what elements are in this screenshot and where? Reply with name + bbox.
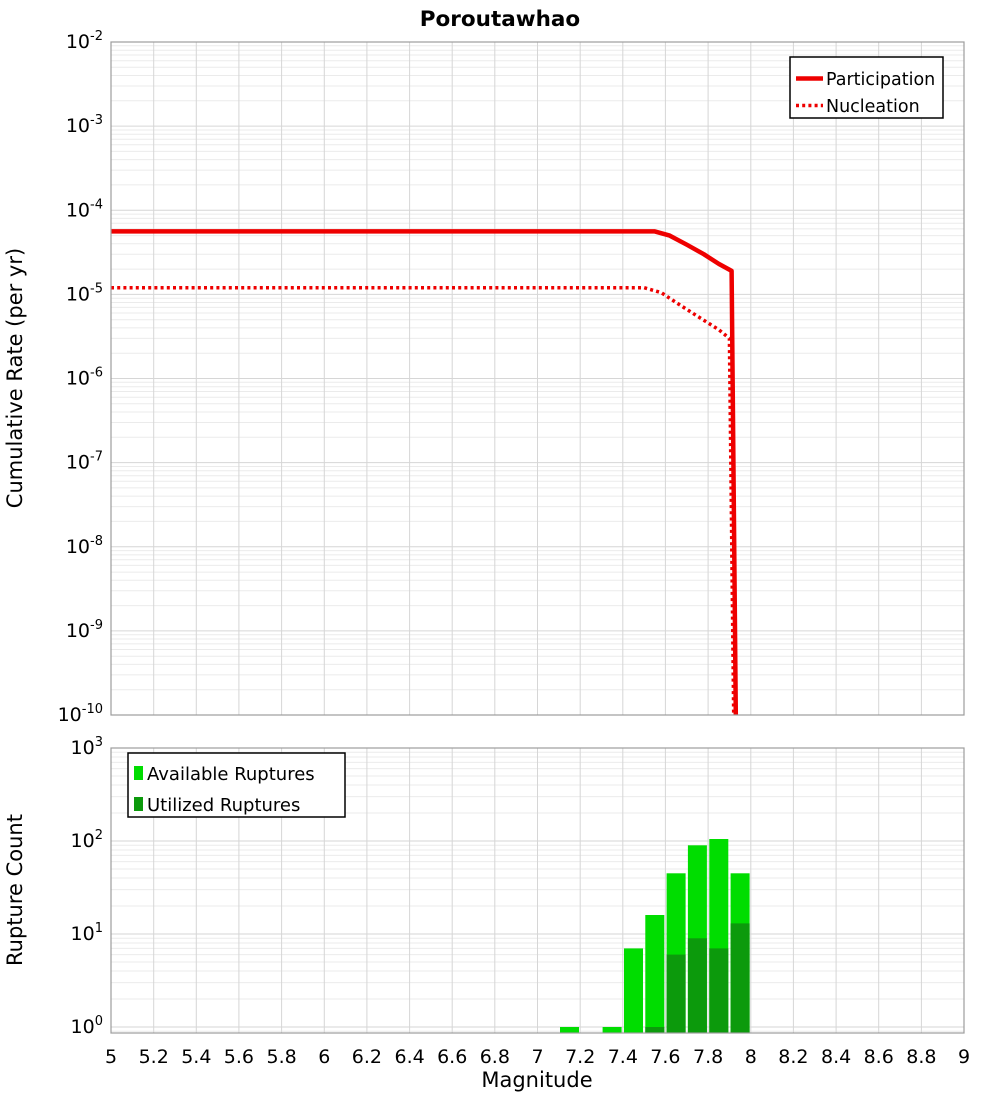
x-tick-label: 8.8 bbox=[906, 1046, 936, 1068]
x-tick-label: 6.4 bbox=[394, 1046, 424, 1068]
y-tick-label: 10-8 bbox=[66, 534, 103, 558]
utilized-ruptures-bar bbox=[645, 1027, 665, 1033]
y-tick-label: 10-10 bbox=[58, 702, 103, 726]
legend-upper-box bbox=[789, 56, 944, 119]
x-tick-label: 9 bbox=[958, 1046, 970, 1068]
x-tick-label: 5.8 bbox=[266, 1046, 296, 1068]
chart-title: Poroutawhao bbox=[420, 7, 580, 32]
upper-panel-frame bbox=[110, 41, 965, 716]
utilized-ruptures-legend-label: Utilized Ruptures bbox=[147, 795, 300, 816]
y-tick-label: 103 bbox=[71, 735, 103, 759]
available-ruptures-bar bbox=[645, 915, 665, 1033]
y-tick-label: 102 bbox=[71, 828, 103, 852]
y-tick-label: 10-6 bbox=[66, 366, 103, 390]
available-ruptures-legend-label: Available Ruptures bbox=[147, 764, 315, 785]
lower-y-axis-label: Rupture Count bbox=[3, 814, 27, 966]
utilized-ruptures-bar bbox=[730, 923, 750, 1033]
nucleation-legend-label: Nucleation bbox=[826, 97, 920, 117]
legend-upper: Participation Nucleation bbox=[789, 56, 944, 119]
utilized-ruptures-bar bbox=[687, 938, 707, 1033]
x-tick-label: 5.2 bbox=[139, 1046, 169, 1068]
utilized-ruptures-bar bbox=[666, 954, 686, 1033]
upper-panel bbox=[110, 41, 965, 716]
y-tick-label: 10-2 bbox=[66, 29, 103, 53]
y-tick-label: 10-7 bbox=[66, 450, 103, 474]
participation-legend-label: Participation bbox=[826, 70, 935, 90]
x-tick-label: 7.4 bbox=[608, 1046, 638, 1068]
lower-panel-frame bbox=[110, 747, 965, 1034]
y-tick-label: 10-5 bbox=[66, 281, 103, 305]
x-tick-label: 5.4 bbox=[181, 1046, 211, 1068]
available-ruptures-legend-swatch bbox=[134, 766, 143, 780]
utilized-ruptures-legend-swatch bbox=[134, 797, 143, 811]
upper-y-axis-label: Cumulative Rate (per yr) bbox=[3, 248, 27, 508]
axis-tick-labels: 5 5.2 5.4 5.6 5.8 6 6.2 6.4 6.6 6.8 7 7.2 7.4 7.6 7.8 8… bbox=[58, 29, 970, 1068]
available-ruptures-bar bbox=[624, 948, 643, 1033]
x-tick-label: 6 bbox=[318, 1046, 330, 1068]
x-tick-label: 5.6 bbox=[224, 1046, 254, 1068]
y-tick-label: 101 bbox=[71, 921, 103, 945]
y-tick-label: 10-3 bbox=[66, 113, 103, 137]
x-tick-label: 7.6 bbox=[650, 1046, 680, 1068]
legend-lower-box bbox=[127, 752, 346, 818]
x-tick-label: 7.8 bbox=[693, 1046, 723, 1068]
x-tick-label: 5 bbox=[105, 1046, 117, 1068]
y-tick-label: 10-4 bbox=[66, 197, 103, 221]
y-tick-label: 100 bbox=[71, 1014, 103, 1038]
x-tick-label: 8.4 bbox=[821, 1046, 851, 1068]
available-ruptures-bar bbox=[560, 1027, 579, 1033]
participation-line bbox=[111, 229, 739, 716]
y-tick-label: 10-9 bbox=[66, 618, 103, 642]
x-axis-label: Magnitude bbox=[481, 1068, 592, 1092]
x-tick-label: 8.2 bbox=[778, 1046, 808, 1068]
x-tick-label: 6.2 bbox=[352, 1046, 382, 1068]
x-tick-label: 6.6 bbox=[437, 1046, 467, 1068]
utilized-ruptures-bar bbox=[709, 948, 729, 1033]
x-tick-label: 8 bbox=[745, 1046, 757, 1068]
legend-lower: Available Ruptures Utilized Ruptures bbox=[127, 752, 346, 818]
x-tick-label: 7 bbox=[531, 1046, 543, 1068]
x-tick-label: 6.8 bbox=[480, 1046, 510, 1068]
available-ruptures-bar bbox=[602, 1027, 622, 1033]
nucleation-line bbox=[111, 285, 736, 716]
x-tick-label: 7.2 bbox=[565, 1046, 595, 1068]
x-tick-label: 8.6 bbox=[864, 1046, 894, 1068]
